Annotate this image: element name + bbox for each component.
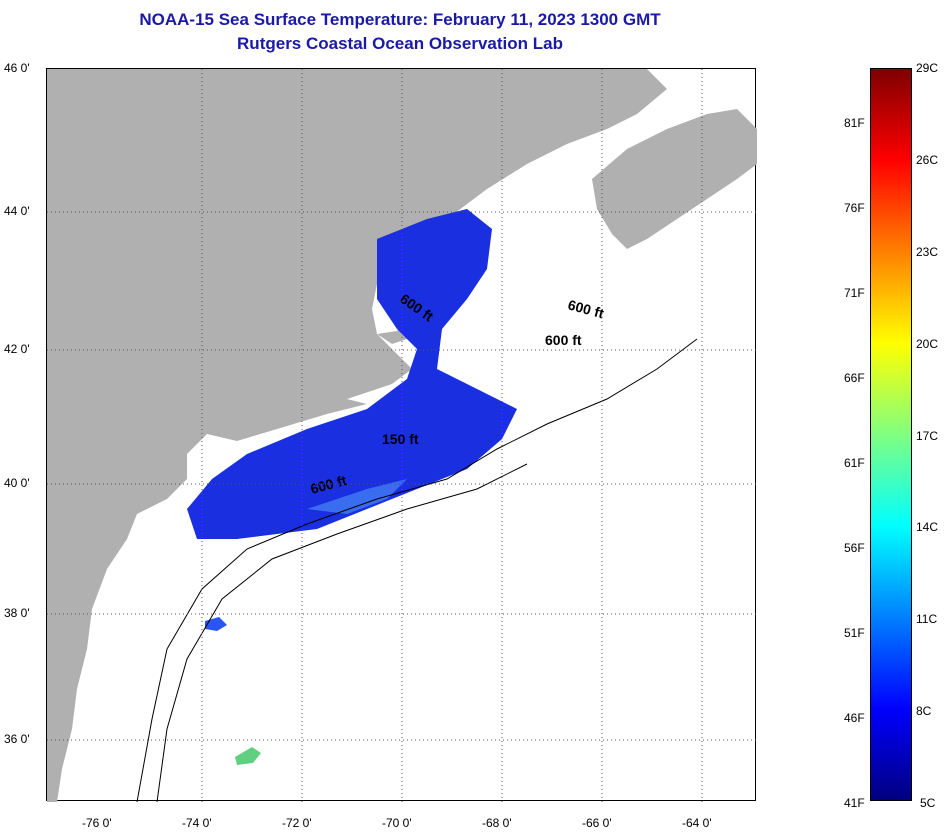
sst-warm-eddy [235, 747, 261, 765]
temperature-colorbar [870, 68, 912, 801]
map-drawing: 600 ft 600 ft 600 ft 150 ft 600 ft [47, 69, 757, 802]
lon-label: -68 0' [482, 816, 512, 830]
colorbar-c-label: 29C [916, 61, 939, 75]
lat-label: 38 0' [4, 606, 30, 620]
colorbar-c-label: 11C [916, 612, 938, 626]
contour-label-3: 600 ft [545, 332, 582, 348]
colorbar-c-label: 20C [916, 337, 939, 351]
lat-label: 46 0' [4, 61, 30, 75]
depth-contour-inner [156, 463, 528, 802]
colorbar-f-label: 46F [844, 711, 865, 725]
colorbar-c-label: 8C [916, 704, 932, 718]
colorbar-f-label: 66F [844, 371, 865, 385]
land-nova-scotia [592, 109, 757, 249]
colorbar-c-label: 5C [920, 796, 936, 810]
lat-label: 40 0' [4, 476, 30, 490]
land-mainland [47, 69, 667, 802]
map-subtitle: Rutgers Coastal Ocean Observation Lab [237, 34, 563, 53]
colorbar-f-label: 51F [844, 626, 865, 640]
lon-label: -72 0' [282, 816, 312, 830]
colorbar-c-label: 17C [916, 429, 939, 443]
depth-contour [136, 338, 698, 802]
colorbar-f-label: 56F [844, 541, 865, 555]
colorbar-f-label: 81F [844, 116, 865, 130]
contour-label-4: 150 ft [382, 431, 419, 447]
colorbar-c-label: 14C [916, 520, 939, 534]
lon-label: -64 0' [682, 816, 712, 830]
lon-label: -76 0' [82, 816, 112, 830]
lat-label: 44 0' [4, 204, 30, 218]
lat-label: 42 0' [4, 342, 30, 356]
sst-map: 600 ft 600 ft 600 ft 150 ft 600 ft [46, 68, 757, 802]
lon-label: -70 0' [382, 816, 412, 830]
colorbar-f-label: 41F [844, 796, 865, 810]
land-long-island [207, 399, 367, 441]
contour-label-2: 600 ft [566, 296, 606, 321]
colorbar-f-label: 76F [844, 201, 865, 215]
map-title: NOAA-15 Sea Surface Temperature: Februar… [139, 10, 661, 29]
sst-cool-water [307, 479, 407, 514]
sst-eddy [205, 617, 227, 631]
lon-label: -74 0' [182, 816, 212, 830]
lat-label: 36 0' [4, 732, 30, 746]
colorbar-c-label: 23C [916, 245, 939, 259]
colorbar-c-label: 26C [916, 153, 939, 167]
sst-cold-water [187, 209, 517, 539]
colorbar-f-label: 61F [844, 456, 865, 470]
colorbar-f-label: 71F [844, 286, 865, 300]
lon-label: -66 0' [582, 816, 612, 830]
